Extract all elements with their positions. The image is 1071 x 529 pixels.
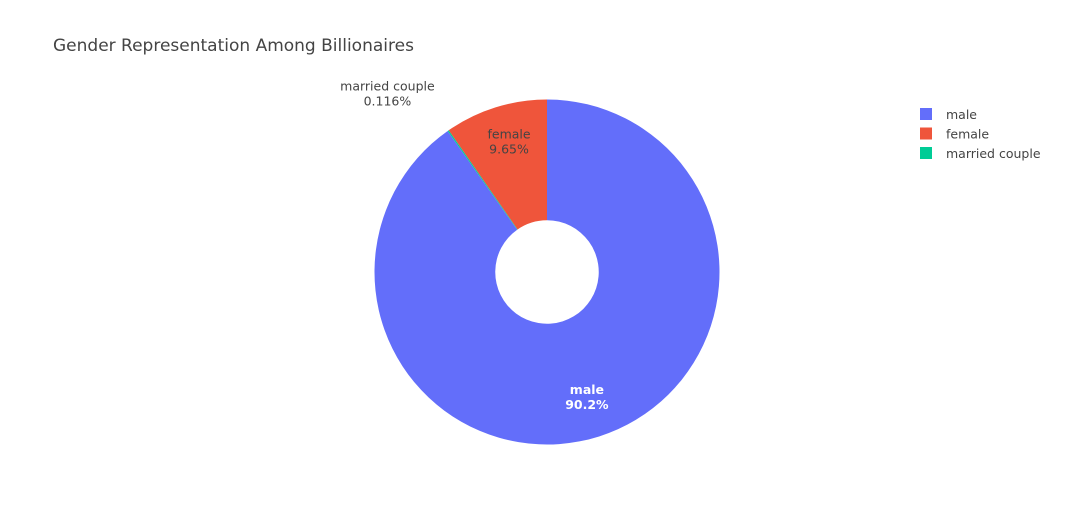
legend-label: male <box>946 107 977 122</box>
slice-female <box>448 99 547 230</box>
pie-slices <box>374 99 720 445</box>
slice-male <box>374 99 720 445</box>
slice-label-married-couple: married couple 0.116% <box>340 78 435 108</box>
slice-label-female: female 9.65% <box>487 127 530 157</box>
legend-item-married-couple[interactable]: married couple <box>920 146 1041 161</box>
slice-married-couple <box>447 130 518 230</box>
slice-labels: male 90.2% female 9.65% married couple 0.116% <box>340 78 609 412</box>
legend: male female married couple <box>920 107 1041 161</box>
legend-swatch <box>920 108 932 120</box>
legend-item-male[interactable]: male <box>920 107 977 122</box>
legend-item-female[interactable]: female <box>920 127 989 142</box>
chart-title: Gender Representation Among Billionaires <box>53 36 414 56</box>
legend-swatch <box>920 147 932 159</box>
legend-label: married couple <box>946 146 1041 161</box>
legend-label: female <box>946 127 989 142</box>
slice-label-male: male 90.2% <box>565 382 609 412</box>
legend-swatch <box>920 127 932 140</box>
